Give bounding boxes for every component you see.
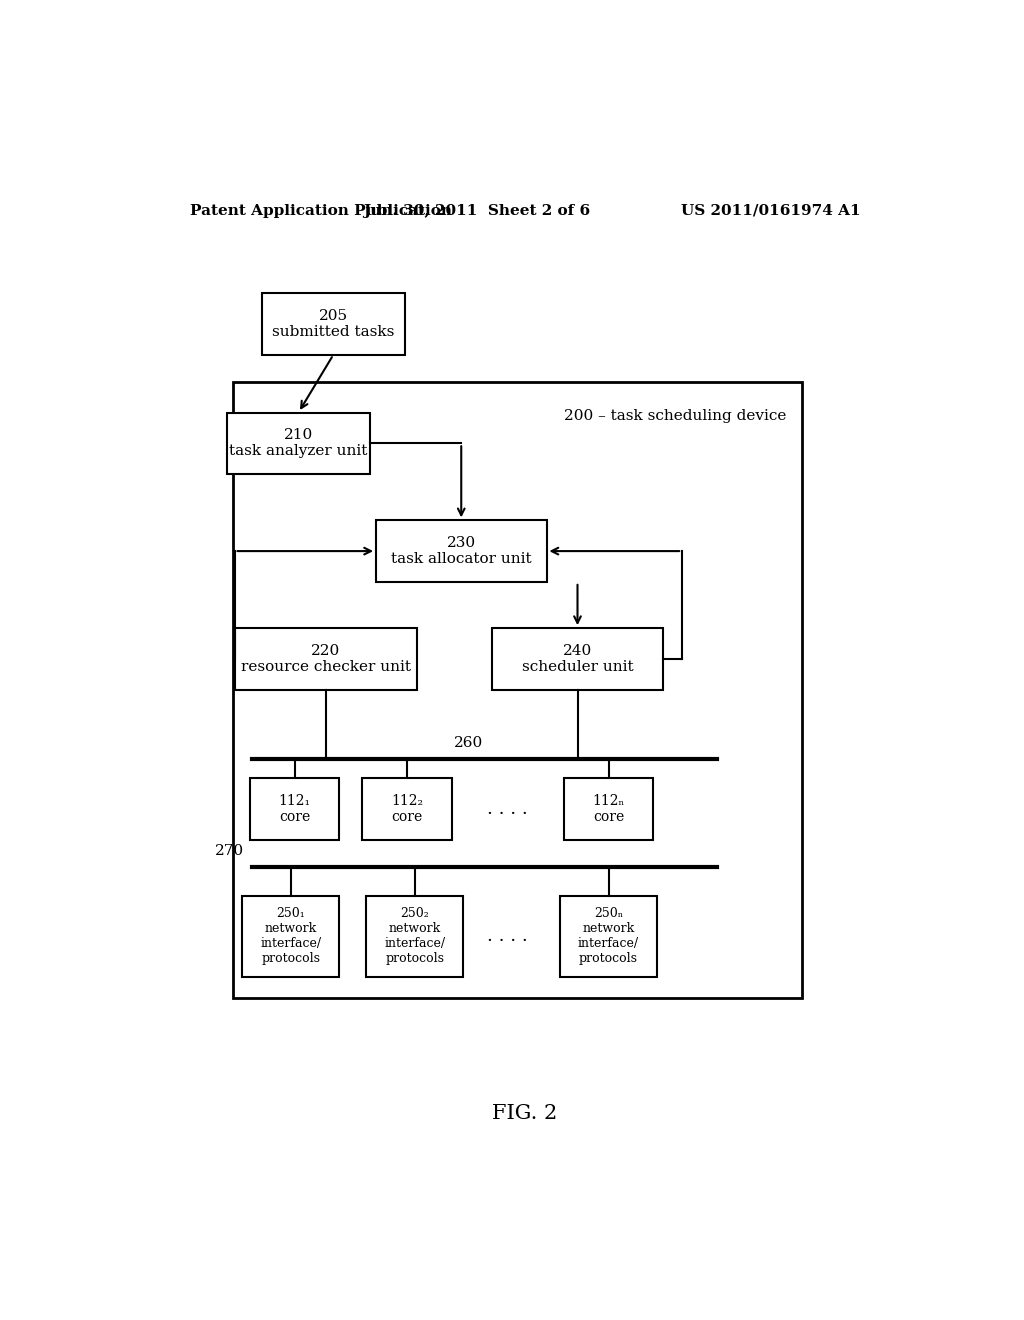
- Bar: [493, 628, 663, 689]
- Bar: [243, 896, 339, 977]
- Text: . . . .: . . . .: [487, 800, 528, 818]
- Bar: [234, 628, 417, 689]
- Bar: [560, 896, 657, 977]
- Text: US 2011/0161974 A1: US 2011/0161974 A1: [681, 203, 860, 218]
- Text: 112₂
core: 112₂ core: [391, 793, 423, 824]
- Text: 210
task analyzer unit: 210 task analyzer unit: [229, 428, 368, 458]
- Bar: [250, 779, 339, 840]
- Text: 112₁
core: 112₁ core: [279, 793, 310, 824]
- Text: 112ₙ
core: 112ₙ core: [592, 793, 625, 824]
- Text: Patent Application Publication: Patent Application Publication: [190, 203, 452, 218]
- Bar: [376, 520, 547, 582]
- Text: FIG. 2: FIG. 2: [493, 1104, 557, 1123]
- Text: Jun. 30, 2011  Sheet 2 of 6: Jun. 30, 2011 Sheet 2 of 6: [364, 203, 590, 218]
- Bar: [262, 293, 406, 355]
- Bar: [367, 896, 463, 977]
- Text: 240
scheduler unit: 240 scheduler unit: [521, 644, 633, 675]
- Text: 220
resource checker unit: 220 resource checker unit: [241, 644, 411, 675]
- Text: 250ₙ
network
interface/
protocols: 250ₙ network interface/ protocols: [578, 907, 639, 965]
- Text: . . . .: . . . .: [487, 927, 528, 945]
- Text: 250₂
network
interface/
protocols: 250₂ network interface/ protocols: [384, 907, 445, 965]
- Text: 200 – task scheduling device: 200 – task scheduling device: [564, 409, 786, 424]
- Bar: [362, 779, 452, 840]
- Text: 250₁
network
interface/
protocols: 250₁ network interface/ protocols: [260, 907, 322, 965]
- Bar: [232, 381, 802, 998]
- Text: 270: 270: [215, 843, 245, 858]
- Bar: [564, 779, 653, 840]
- Text: 230
task allocator unit: 230 task allocator unit: [391, 536, 531, 566]
- Bar: [226, 412, 371, 474]
- Text: 205
submitted tasks: 205 submitted tasks: [272, 309, 394, 339]
- Text: 260: 260: [454, 735, 482, 750]
